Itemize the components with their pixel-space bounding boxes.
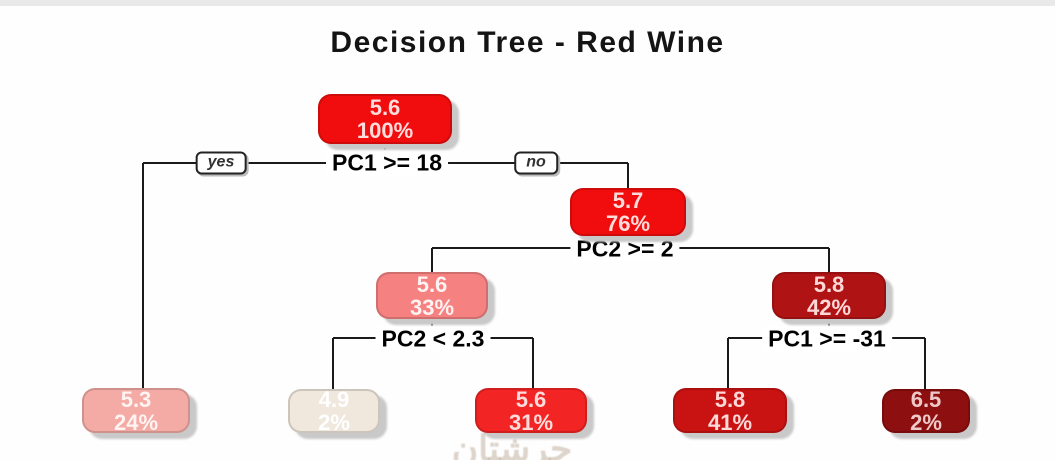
node-value: 5.6	[416, 271, 448, 297]
node-percent: 76%	[605, 211, 651, 236]
leaf-node-6.5-2: 6.5 2%	[882, 387, 970, 435]
split-label-pc1-ge--31: PC1 >= -31	[762, 325, 892, 353]
node-percent: 2%	[910, 410, 942, 435]
page-title: Decision Tree - Red Wine	[330, 26, 725, 59]
node-value: 5.6	[369, 95, 401, 120]
node-value: 5.6	[515, 386, 547, 412]
node-percent: 24%	[113, 409, 159, 435]
tree-node-root: 5.6 100%	[318, 94, 452, 144]
split-label-pc1-ge-18: PC1 >= 18	[326, 149, 448, 177]
node-percent: 42%	[806, 294, 852, 320]
tree-node-pc2-yes: 5.6 33%	[376, 272, 488, 319]
top-divider	[0, 0, 1055, 6]
node-value: 5.8	[813, 271, 845, 297]
node-value: 5.7	[612, 188, 644, 213]
leaf-node-5.3-24: 5.3 24%	[82, 386, 190, 435]
leaf-node-4.9-2: 4.9 2%	[288, 387, 380, 435]
node-value: 6.5	[910, 387, 942, 412]
node-percent: 2%	[318, 410, 350, 435]
node-value: 5.3	[120, 386, 152, 412]
node-percent: 31%	[508, 409, 554, 435]
tree-node-pc2-no: 5.8 42%	[772, 272, 886, 319]
node-value: 5.8	[714, 386, 746, 412]
node-percent: 41%	[707, 409, 753, 435]
node-value: 4.9	[318, 387, 350, 412]
branch-label-yes: yes	[195, 151, 247, 175]
node-percent: 100%	[356, 118, 414, 143]
split-label-pc2-lt-2.3: PC2 < 2.3	[375, 325, 491, 353]
branch-label-no: no	[514, 151, 558, 175]
leaf-node-5.8-41: 5.8 41%	[673, 386, 787, 435]
leaf-node-5.6-31: 5.6 31%	[475, 386, 587, 435]
split-label-pc2-ge-2: PC2 >= 2	[570, 235, 680, 263]
node-percent: 33%	[409, 294, 455, 320]
tree-node-no-branch: 5.7 76%	[570, 188, 686, 236]
